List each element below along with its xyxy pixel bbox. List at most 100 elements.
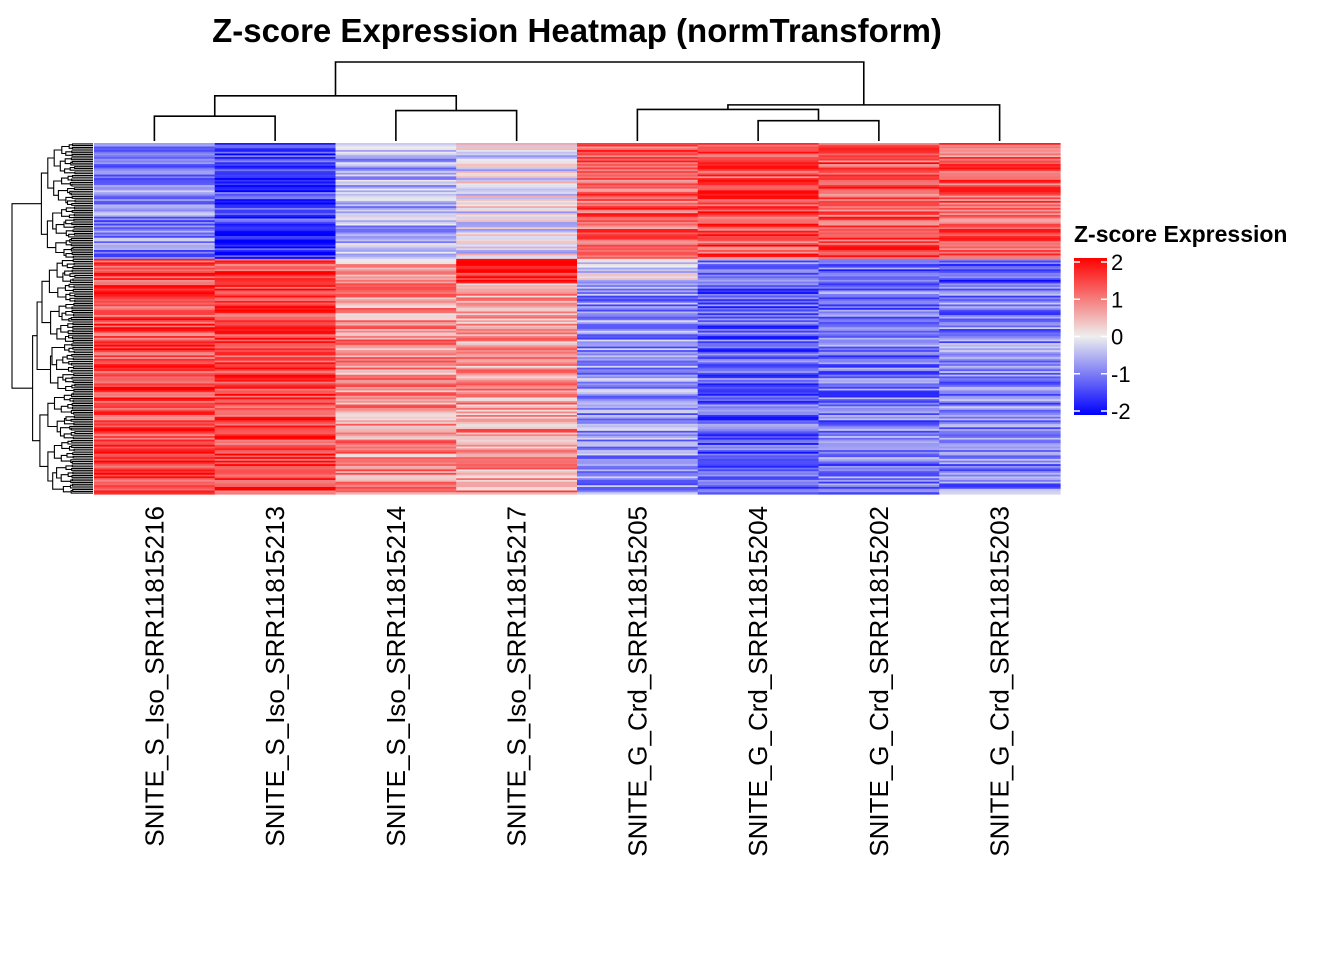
heatmap-cell [697, 450, 820, 453]
heatmap-cell [335, 162, 457, 165]
heatmap-cell [456, 346, 578, 349]
heatmap-cell [335, 348, 457, 351]
heatmap-cell [697, 155, 820, 158]
heatmap-cell [818, 178, 940, 181]
heatmap-cell [335, 251, 457, 255]
heatmap-cell [456, 436, 578, 439]
heatmap-cell [94, 306, 216, 309]
heatmap-cell [818, 458, 940, 462]
heatmap-cell [335, 165, 457, 169]
heatmap-cell [697, 183, 820, 186]
heatmap-cell [456, 376, 578, 379]
heatmap-cell [577, 448, 699, 451]
heatmap-cell [214, 188, 337, 191]
heatmap-cell [94, 227, 216, 230]
heatmap-cell [939, 281, 1061, 284]
row-dendrogram-branch [11, 203, 42, 389]
heatmap-cell [818, 164, 940, 167]
heatmap-cell [818, 207, 940, 211]
heatmap-cell [577, 329, 699, 332]
column-label: SNITE_G_Crd_SRR11815204 [743, 506, 773, 857]
heatmap-cell [818, 283, 940, 286]
row-dendrogram-branch [73, 213, 93, 217]
heatmap-cell [214, 329, 337, 332]
heatmap-cell [456, 446, 578, 449]
heatmap-cell [818, 327, 940, 330]
heatmap-cell [335, 295, 457, 299]
heatmap-cell [214, 213, 337, 216]
heatmap-cell [939, 193, 1061, 197]
heatmap-cell [818, 413, 940, 416]
heatmap-cell [335, 148, 457, 151]
heatmap-cell [577, 418, 699, 421]
heatmap-cell [939, 376, 1061, 379]
heatmap-cell [577, 243, 699, 246]
heatmap-cell [818, 476, 940, 479]
heatmap-cell [456, 388, 578, 392]
heatmap-cell [335, 353, 457, 356]
heatmap-cell [697, 353, 820, 356]
heatmap-cell [939, 451, 1061, 455]
heatmap-cell [939, 241, 1061, 244]
heatmap-cell [456, 251, 578, 255]
heatmap-cell [456, 325, 578, 328]
heatmap-cell [94, 441, 216, 444]
heatmap-cell [818, 350, 940, 353]
heatmap-cell [818, 192, 940, 195]
heatmap-cell [94, 311, 216, 314]
heatmap-cell [94, 360, 216, 363]
heatmap-cell [94, 353, 216, 356]
heatmap-cell [577, 444, 699, 448]
heatmap-cell [697, 255, 820, 258]
heatmap-cell [818, 450, 940, 453]
heatmap-cell [818, 465, 940, 469]
heatmap-cell [456, 172, 578, 176]
heatmap-cell [939, 272, 1061, 276]
heatmap-cell [94, 150, 216, 153]
heatmap-cell [697, 150, 820, 153]
heatmap-cell [577, 436, 699, 439]
heatmap-cell [94, 216, 216, 220]
heatmap-cell [577, 339, 699, 342]
heatmap-cell [94, 272, 216, 276]
heatmap-cell [94, 279, 216, 283]
heatmap-cell [939, 325, 1061, 328]
heatmap-cell [577, 158, 699, 162]
heatmap-cell [818, 395, 940, 399]
heatmap-cell [94, 307, 216, 311]
heatmap-cell [94, 151, 216, 155]
heatmap-cell [577, 230, 699, 234]
heatmap-cell [697, 325, 820, 328]
heatmap-cell [939, 469, 1061, 472]
heatmap-cell [94, 395, 216, 399]
heatmap-cell [335, 236, 457, 239]
heatmap-cell [577, 253, 699, 256]
heatmap-cell [939, 346, 1061, 349]
heatmap-cell [818, 383, 940, 386]
heatmap-cell [939, 290, 1061, 293]
heatmap-cell [214, 218, 337, 221]
heatmap-cell [335, 322, 457, 325]
heatmap-cell [697, 404, 820, 407]
heatmap-cell [818, 286, 940, 290]
heatmap-cell [456, 220, 578, 223]
heatmap-cell [94, 246, 216, 249]
heatmap-cell [335, 192, 457, 195]
heatmap-cell [214, 393, 337, 397]
heatmap-cell [456, 183, 578, 186]
heatmap-cell [818, 336, 940, 339]
heatmap-cell [214, 209, 337, 213]
heatmap-cell [456, 204, 578, 207]
heatmap-cell [939, 323, 1061, 327]
heatmap-cell [577, 316, 699, 320]
heatmap-cell [214, 397, 337, 400]
heatmap-cell [697, 267, 820, 270]
heatmap-cell [94, 232, 216, 235]
heatmap-cell [818, 318, 940, 321]
heatmap-cell [577, 246, 699, 249]
column-dendrogram-branch [213, 95, 458, 117]
heatmap-cell [335, 309, 457, 313]
heatmap-cell [818, 353, 940, 356]
heatmap-cell [697, 318, 820, 321]
heatmap-cell [818, 320, 940, 323]
